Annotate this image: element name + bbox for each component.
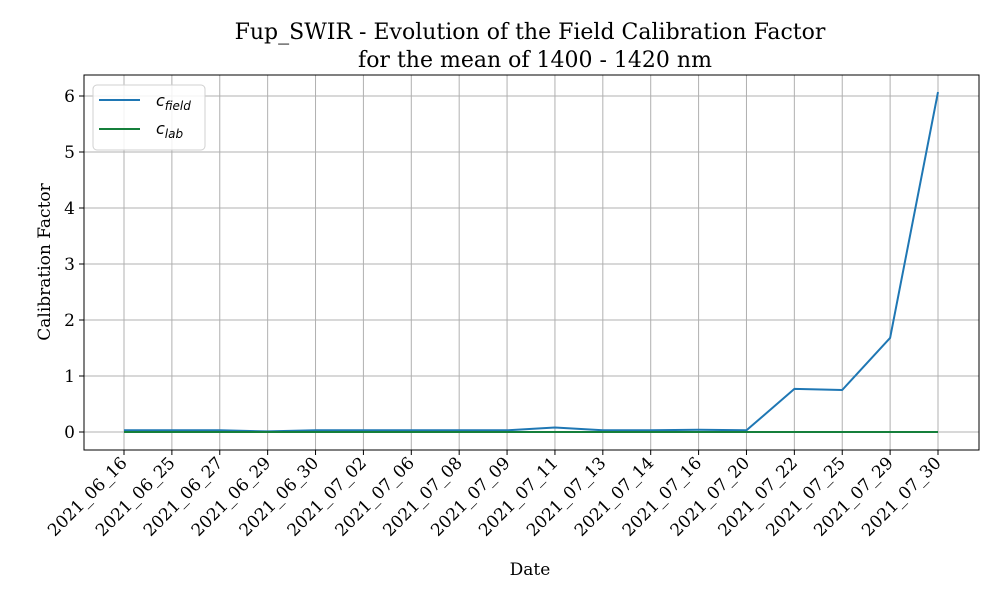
chart-title: Fup_SWIR - Evolution of the Field Calibr… (235, 20, 826, 45)
y-tick-label: 5 (64, 143, 75, 163)
chart-subtitle: for the mean of 1400 - 1420 nm (358, 48, 712, 73)
y-tick-label: 2 (64, 311, 75, 331)
legend: cfield clab (92, 84, 206, 151)
y-axis-ticks: 0 1 2 3 4 5 6 (64, 87, 84, 443)
y-tick-label: 1 (64, 367, 75, 387)
x-axis-ticks: 2021_06_162021_06_252021_06_272021_06_29… (44, 450, 946, 541)
legend-label-field: cfield (156, 91, 191, 113)
grid-lines (84, 75, 979, 450)
y-axis-label: Calibration Factor (35, 182, 55, 340)
plot-area-frame (83, 74, 980, 451)
y-tick-label: 3 (64, 255, 75, 275)
legend-box (92, 84, 206, 151)
legend-label-lab: clab (156, 119, 183, 141)
x-axis-label: Date (510, 560, 551, 580)
y-tick-label: 6 (64, 87, 75, 107)
series-lines (124, 91, 939, 433)
y-tick-label: 0 (64, 423, 75, 443)
y-tick-label: 4 (64, 199, 75, 219)
series-line-c-field (124, 91, 939, 433)
